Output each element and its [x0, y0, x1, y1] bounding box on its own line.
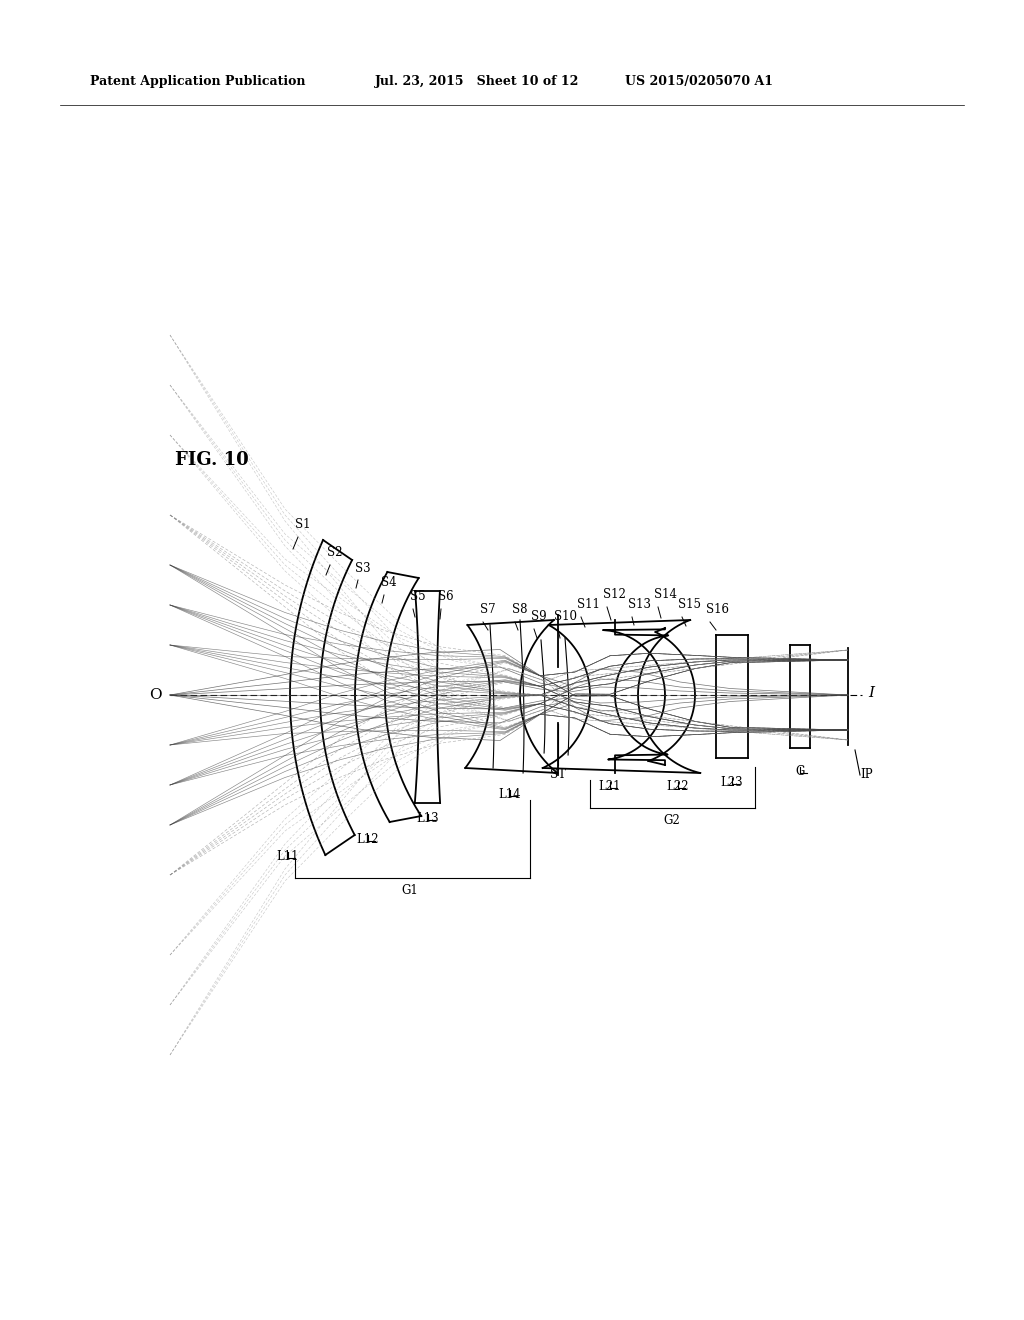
Text: L13: L13 [417, 812, 439, 825]
Text: L21: L21 [599, 780, 622, 793]
Text: I: I [868, 686, 874, 700]
Text: S5: S5 [410, 590, 426, 603]
Text: US 2015/0205070 A1: US 2015/0205070 A1 [625, 75, 773, 88]
Text: FIG. 10: FIG. 10 [175, 451, 249, 469]
Text: S11: S11 [577, 598, 600, 611]
Text: L22: L22 [667, 780, 689, 793]
Text: S4: S4 [381, 576, 396, 589]
Text: S1: S1 [295, 517, 310, 531]
Text: IP: IP [860, 768, 872, 781]
Text: S13: S13 [628, 598, 651, 611]
Text: L12: L12 [356, 833, 379, 846]
Text: S10: S10 [554, 610, 577, 623]
Text: G2: G2 [664, 814, 680, 828]
Text: S2: S2 [327, 546, 342, 558]
Text: S6: S6 [438, 590, 454, 603]
Text: S15: S15 [678, 598, 701, 611]
Text: O: O [150, 688, 162, 702]
Text: G: G [796, 766, 805, 777]
Text: Patent Application Publication: Patent Application Publication [90, 75, 305, 88]
Text: S14: S14 [654, 587, 677, 601]
Text: L14: L14 [499, 788, 521, 801]
Text: Jul. 23, 2015   Sheet 10 of 12: Jul. 23, 2015 Sheet 10 of 12 [375, 75, 580, 88]
Text: S16: S16 [706, 603, 729, 616]
Text: G1: G1 [401, 884, 419, 898]
Text: ST: ST [550, 768, 566, 781]
Text: S3: S3 [355, 562, 371, 576]
Text: L11: L11 [276, 850, 299, 863]
Text: S12: S12 [603, 587, 626, 601]
Text: S7: S7 [480, 603, 496, 616]
Text: L23: L23 [721, 776, 743, 789]
Text: S8: S8 [512, 603, 527, 616]
Text: S9: S9 [531, 610, 547, 623]
